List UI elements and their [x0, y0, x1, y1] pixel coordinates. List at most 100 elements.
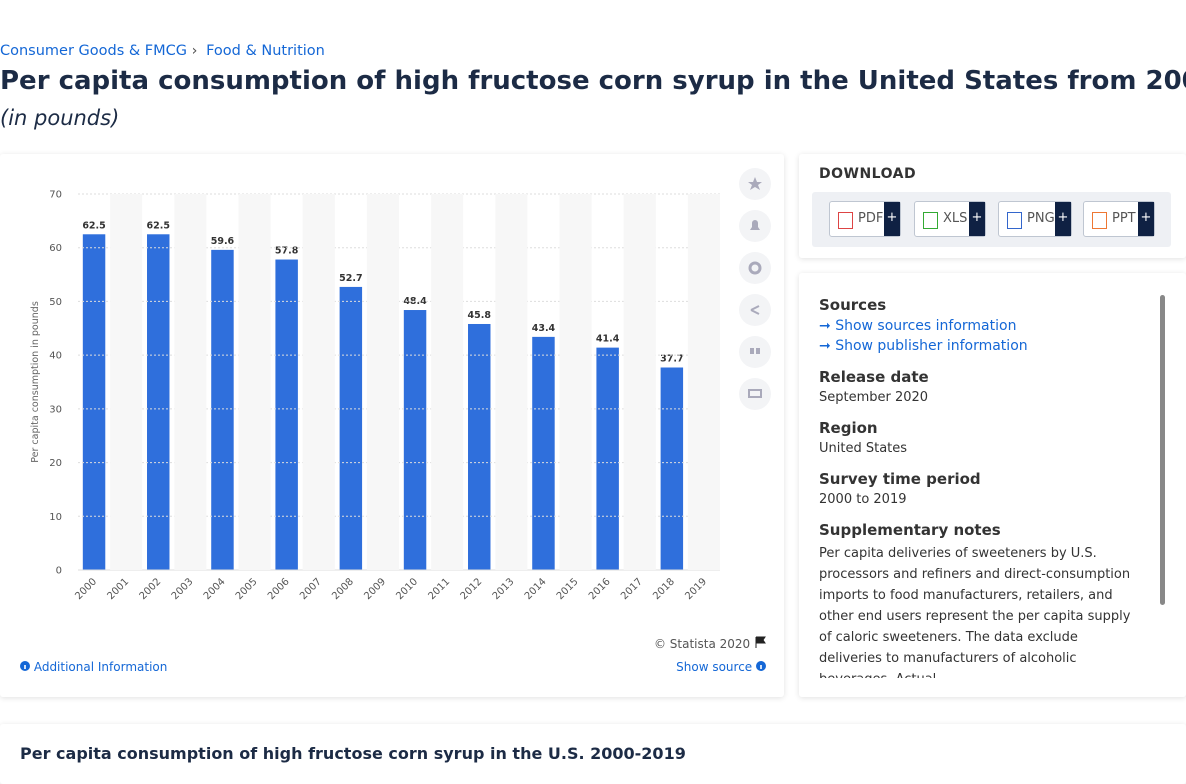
button-label: XLS	[943, 211, 968, 226]
button-label: PPT	[1112, 211, 1136, 226]
download-button[interactable]: PDF +	[829, 201, 901, 237]
data-label: 59.6	[211, 236, 235, 247]
page-title: Per capita consumption of high fructose …	[0, 66, 1186, 96]
x-tick-label: 2016	[587, 576, 613, 602]
download-heading: DOWNLOAD	[819, 166, 917, 182]
info-icon	[756, 661, 766, 671]
link-text: Show sources information	[835, 318, 1017, 334]
print-icon	[748, 389, 762, 398]
field-value: September 2020	[819, 390, 929, 405]
bar	[468, 323, 491, 570]
show-source-link[interactable]: Show source	[676, 660, 766, 674]
data-label: 41.4	[596, 334, 620, 345]
y-axis-label: Per capita consumption in pounds	[30, 301, 41, 463]
x-tick-label: 2017	[619, 576, 645, 602]
x-tick-label: 2003	[170, 576, 196, 602]
notes-heading: Supplementary notes	[819, 521, 1001, 539]
x-tick-label: 2001	[105, 576, 131, 602]
print-button[interactable]	[739, 378, 771, 410]
sources-heading: Sources	[819, 296, 887, 314]
chart: 36.7201937.7201840.5201741.4201642.52015…	[30, 168, 771, 602]
file-icon	[923, 212, 938, 229]
bar	[339, 286, 363, 570]
x-tick-label: 2009	[362, 576, 388, 602]
plus: +	[1055, 202, 1071, 236]
field-label: Survey time period	[819, 470, 981, 488]
quote-icon	[756, 348, 760, 354]
button-label: PNG	[1027, 211, 1055, 226]
link-text: Show source	[676, 660, 753, 674]
page: Consumer Goods & FMCG › Food & Nutrition…	[0, 43, 1186, 763]
flag-icon[interactable]	[754, 636, 766, 648]
share-button[interactable]	[739, 294, 771, 326]
settings-button[interactable]	[739, 252, 771, 284]
copyright-text: © Statista 2020	[653, 637, 751, 651]
share-icon	[750, 305, 760, 315]
file-icon	[1092, 212, 1107, 229]
plus: +	[969, 202, 985, 236]
bar	[403, 310, 427, 570]
download-button[interactable]: PPT +	[1083, 201, 1155, 237]
y-tick-label: 40	[49, 351, 62, 362]
quote-icon	[750, 348, 754, 354]
x-tick-label: 2008	[330, 576, 356, 602]
download-button[interactable]: XLS +	[914, 201, 986, 237]
subtitle: (in pounds)	[0, 106, 120, 130]
bell-icon	[750, 220, 760, 230]
toolbar	[739, 168, 771, 410]
field-value: 2000 to 2019	[819, 492, 907, 507]
breadcrumb-link[interactable]: Food & Nutrition	[206, 43, 325, 59]
plus: +	[1138, 202, 1154, 236]
x-tick-label: 2015	[555, 576, 581, 602]
x-tick-label: 2004	[202, 576, 228, 602]
star-icon	[748, 177, 762, 190]
bar	[275, 259, 298, 570]
stripe	[623, 194, 656, 570]
related-title: Per capita consumption of high fructose …	[20, 744, 686, 763]
bar	[532, 336, 555, 570]
field-value: United States	[819, 441, 908, 456]
data-label: 43.4	[532, 323, 556, 334]
link-text: Additional Information	[33, 660, 168, 674]
y-tick-label: 50	[49, 297, 62, 308]
stripe	[559, 194, 592, 570]
cite-button[interactable]	[739, 336, 771, 368]
stripe	[302, 194, 335, 570]
field-label: Release date	[819, 368, 929, 386]
show-sources-link[interactable]: ➞ Show sources information	[819, 318, 1017, 334]
x-tick-label: 2000	[73, 576, 99, 602]
breadcrumb-separator: ›	[191, 43, 198, 59]
chart-card: 36.7201937.7201840.5201741.4201642.52015…	[0, 154, 784, 697]
y-tick-label: 60	[49, 243, 62, 254]
y-tick-label: 0	[56, 566, 62, 577]
y-tick-label: 70	[49, 190, 62, 201]
details-content: Sources ➞ Show sources information ➞ Sho…	[819, 296, 1144, 678]
x-tick-label: 2007	[298, 576, 324, 602]
bar	[211, 249, 234, 570]
scrollbar[interactable]	[1160, 295, 1165, 605]
info-icon	[20, 661, 30, 671]
stripe	[110, 194, 143, 570]
y-tick-label: 20	[49, 458, 62, 469]
stripe	[495, 194, 528, 570]
link-text: Show publisher information	[835, 338, 1028, 354]
related-card: Per capita consumption of high fructose …	[0, 724, 1186, 784]
breadcrumb-link[interactable]: Consumer Goods & FMCG	[0, 43, 188, 59]
data-label: 62.5	[82, 220, 105, 231]
stripe	[431, 194, 464, 570]
additional-info-link[interactable]: Additional Information	[20, 660, 167, 674]
details-card: Sources ➞ Show sources information ➞ Sho…	[799, 273, 1186, 697]
data-label: 45.8	[468, 310, 492, 321]
gear-icon	[748, 261, 762, 275]
show-publisher-link[interactable]: ➞ Show publisher information	[819, 338, 1028, 354]
bar	[147, 234, 170, 570]
x-tick-label: 2014	[523, 576, 549, 602]
x-tick-label: 2013	[491, 576, 517, 602]
x-tick-label: 2006	[266, 576, 292, 602]
download-button[interactable]: PNG +	[998, 201, 1072, 237]
data-label: 62.5	[147, 220, 170, 231]
bar	[660, 367, 684, 570]
data-label: 52.7	[339, 273, 362, 284]
notes-text: Per capita deliveries of sweeteners by U…	[819, 546, 1131, 678]
stripe	[174, 194, 207, 570]
